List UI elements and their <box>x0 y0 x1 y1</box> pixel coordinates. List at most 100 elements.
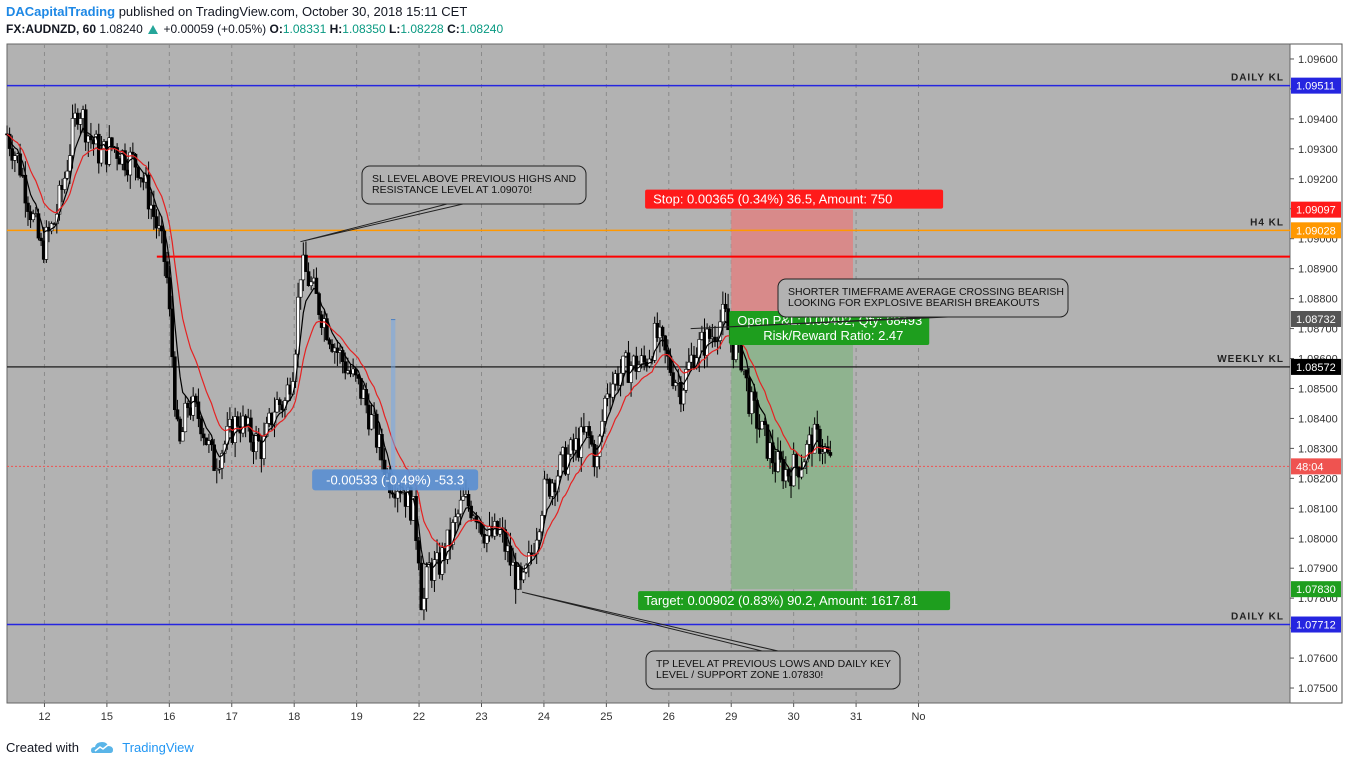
callout-text: LEVEL / SUPPORT ZONE 1.07830! <box>656 669 823 681</box>
open-label: O: <box>269 22 283 36</box>
key-level-price-badge-box <box>1291 616 1341 633</box>
candle-body <box>587 426 591 436</box>
callout-text: SHORTER TIMEFRAME AVERAGE CROSSING BEARI… <box>788 286 1064 298</box>
candle-body <box>540 515 544 533</box>
candle-body <box>183 402 188 433</box>
candle-body <box>173 356 177 411</box>
candle-body <box>214 469 219 471</box>
candle-body <box>424 566 429 599</box>
candle-body <box>828 452 833 456</box>
measure-label: -0.00533 (-0.49%) -53.3 <box>326 472 464 487</box>
candle-body <box>327 339 332 345</box>
price-change: +0.00059 (+0.05%) <box>163 22 267 36</box>
candle-body <box>99 148 104 164</box>
candle-body <box>521 571 526 581</box>
candle-body <box>458 499 463 515</box>
candle-body <box>634 355 639 372</box>
candle-body <box>314 277 319 294</box>
candle-body <box>309 281 313 287</box>
candle-body <box>707 328 712 339</box>
candle-body <box>390 492 395 495</box>
candle-body <box>760 420 764 430</box>
key-level-price-badge: 1.07712 <box>1296 620 1336 632</box>
measure-label-box <box>312 469 479 491</box>
tradingview-cloud-icon <box>90 742 113 753</box>
time-tick-label: 16 <box>163 711 175 723</box>
candle-body <box>49 223 54 232</box>
candle-body <box>579 426 584 458</box>
candle-body <box>374 413 379 448</box>
callout-pointer <box>521 591 779 652</box>
candle-body <box>422 598 426 611</box>
key-level-price-badge: 1.09511 <box>1296 81 1335 93</box>
price-tick-label: 1.09300 <box>1298 144 1338 156</box>
candle-body <box>220 453 224 469</box>
time-axis <box>7 703 1342 727</box>
key-level-label: H4 KL <box>1250 217 1284 228</box>
key-level-label: WEEKLY KL <box>1217 354 1284 365</box>
candle-body <box>78 118 83 125</box>
candle-body <box>461 496 466 501</box>
price-tick-label: 1.08900 <box>1298 264 1338 276</box>
tradingview-brand[interactable]: TradingView <box>122 740 194 755</box>
plot-border <box>6 43 1291 704</box>
key-level-label: DAILY KL <box>1231 612 1284 623</box>
callout-text: SL LEVEL ABOVE PREVIOUS HIGHS AND <box>372 173 576 185</box>
callout-text: TP LEVEL AT PREVIOUS LOWS AND DAILY KEY <box>656 658 891 670</box>
candle-body <box>26 202 30 212</box>
footer: Created with TradingView <box>6 740 194 755</box>
candle-body <box>146 174 151 210</box>
candle-body <box>107 137 112 165</box>
countdown-badge-box <box>1291 458 1341 475</box>
candle-body <box>13 155 17 161</box>
candle-body <box>453 516 458 523</box>
last-price: 1.08240 <box>99 22 143 36</box>
candle-body <box>277 399 282 405</box>
price-tick-label: 1.09600 <box>1298 54 1338 66</box>
candle-body <box>820 451 825 454</box>
symbol-label: FX:AUDNZD, 60 <box>6 22 97 36</box>
candle-body <box>128 151 133 176</box>
price-tick-label: 1.09200 <box>1298 174 1338 186</box>
candle-body <box>395 491 400 499</box>
candle-body <box>131 151 135 155</box>
candle-body <box>603 397 607 422</box>
key-level-price-badge: 1.08572 <box>1296 362 1336 374</box>
candle-body <box>503 529 508 552</box>
candle-body <box>432 559 437 581</box>
candle-body <box>770 442 775 464</box>
price-tick-label: 1.08200 <box>1298 473 1338 485</box>
price-tick-label: 1.08300 <box>1298 443 1338 455</box>
time-tick-label: 29 <box>725 711 737 723</box>
candle-body <box>542 478 547 516</box>
author-link[interactable]: DACapitalTrading <box>6 4 116 19</box>
low-label: L: <box>389 22 401 36</box>
target-zone <box>731 318 853 590</box>
time-tick-label: 25 <box>600 711 612 723</box>
candle-body <box>450 522 455 545</box>
candle-body <box>558 454 563 477</box>
candle-body <box>642 355 646 363</box>
candle-body <box>398 491 403 494</box>
candle-body <box>18 153 22 176</box>
time-tick-label: 18 <box>288 711 300 723</box>
candle-body <box>235 416 240 427</box>
time-tick-label: 15 <box>101 711 113 723</box>
open-value: 1.08331 <box>282 22 327 36</box>
measure-range <box>390 319 396 479</box>
candle-body <box>749 391 754 414</box>
candle-body <box>673 382 678 387</box>
candle-body <box>159 225 164 232</box>
candle-body <box>167 277 172 310</box>
price-tick-label: 1.07600 <box>1298 653 1338 665</box>
candle-body <box>416 540 421 564</box>
candle-body <box>485 535 489 544</box>
candle-body <box>110 137 114 148</box>
candle-body <box>815 423 820 430</box>
up-arrow-icon <box>148 25 159 34</box>
candle-body <box>660 326 665 337</box>
candle-body <box>474 515 479 523</box>
candle-body <box>65 170 70 179</box>
candle-body <box>201 433 206 439</box>
